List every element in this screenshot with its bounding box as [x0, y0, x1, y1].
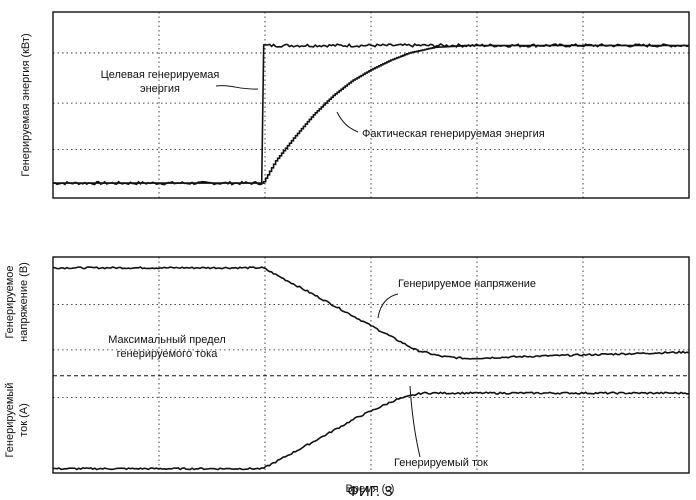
power-panel: Генерируемая энергия (кВт) Целевая генер…	[20, 12, 689, 198]
power-gridlines	[53, 12, 689, 198]
caption-svg: ФИГ. 3	[0, 476, 696, 500]
current-line	[53, 392, 689, 469]
voltage-ylabel-line2: напряжение (В)	[18, 262, 30, 342]
target-power-annotation-line1: Целевая генерируемая	[101, 69, 220, 81]
power-series	[53, 44, 689, 185]
current-ylabel-line2: ток (А)	[18, 403, 30, 437]
voltage-ylabel-line1: Генерируемое	[4, 265, 16, 338]
power-ylabel: Генерируемая энергия (кВт)	[20, 33, 32, 176]
max-current-annotation-line1: Максимальный предел	[108, 334, 226, 346]
actual-power-leader-line	[337, 112, 358, 132]
voltage-current-series	[53, 267, 689, 470]
max-current-annotation-line2: генерируемого тока	[117, 348, 219, 360]
voltage-leader-line	[378, 294, 398, 318]
voltage-current-gridlines	[53, 257, 689, 473]
target-power-line	[53, 44, 689, 185]
current-ylabel-line1: Генерируемый	[4, 383, 16, 458]
target-power-leader-line	[216, 86, 258, 90]
voltage-annotation: Генерируемое напряжение	[398, 278, 536, 290]
actual-power-annotation: Фактическая генерируемая энергия	[362, 128, 545, 140]
figure-caption-text: ФИГ. 3	[347, 483, 392, 500]
target-power-annotation-line2: энергия	[140, 83, 180, 95]
current-leader-line	[410, 386, 420, 457]
voltage-current-panel: Генерируемое напряжение (В) Генерируемый…	[4, 257, 689, 495]
current-annotation: Генерируемый ток	[394, 457, 488, 469]
